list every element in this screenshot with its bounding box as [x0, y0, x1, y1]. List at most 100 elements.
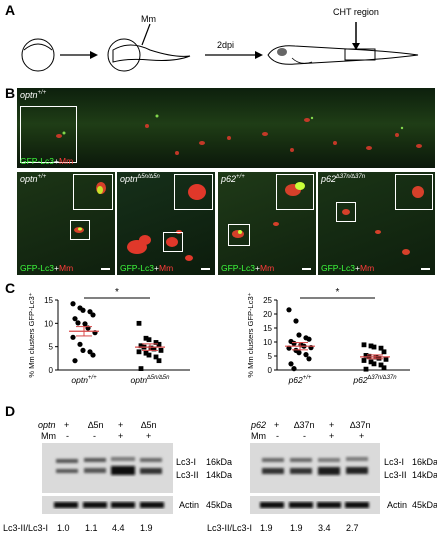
overview-stain-label: GFP-Lc3+Mm: [20, 156, 74, 166]
y-tick-label: 25: [263, 296, 272, 305]
optn-wt-inset-large: [73, 174, 113, 210]
mm-injection-label: Mm: [141, 14, 156, 24]
lc3ii-label: Lc3-II: [176, 470, 199, 480]
data-point-square: [368, 359, 374, 365]
lc3ii-label: Lc3-II: [384, 470, 407, 480]
larva-icon: [267, 22, 419, 65]
mm-sign: -: [93, 431, 96, 441]
p62-wt-signal: [232, 182, 305, 238]
p62-wt-inset-small: [228, 224, 250, 246]
data-point-circle: [90, 312, 96, 318]
optn-mut-signal: [127, 184, 206, 261]
p62-mut-signal: [342, 186, 424, 255]
panel-letter-b: B: [5, 85, 16, 101]
data-point-square: [378, 345, 384, 351]
p62-wt-inset-large: [276, 174, 314, 210]
actin-kda: 45kDa: [412, 500, 437, 510]
panel-a-schematic: [21, 22, 419, 72]
y-tick-label: 15: [44, 296, 53, 305]
data-point-square: [371, 344, 377, 350]
ratio-value: 1.1: [85, 523, 98, 533]
data-point-circle: [72, 358, 78, 364]
x-category-label: p62∆37n/∆37n: [352, 374, 397, 385]
lane-label: ∆5n: [141, 420, 157, 430]
lc3i-label: Lc3-I: [384, 457, 405, 467]
data-point-square: [136, 320, 142, 326]
lane-label: ∆5n: [88, 420, 104, 430]
data-point-circle: [70, 301, 76, 307]
data-point-circle: [90, 352, 96, 358]
data-point-square: [146, 337, 152, 343]
actin-kda: 45kDa: [206, 500, 233, 510]
scale-bar: [101, 268, 110, 270]
data-point-circle: [77, 341, 83, 347]
data-point-circle: [80, 307, 86, 313]
data-point-circle: [296, 332, 302, 338]
p62-wt-stain-label: GFP-Lc3+Mm: [221, 263, 275, 273]
injected-embryo-icon: [107, 23, 191, 72]
cht-region-label: CHT region: [333, 7, 379, 17]
micrograph-p62-wt: p62+/+ GFP-Lc3+Mm: [218, 172, 316, 275]
optn-mut-stain-label: GFP-Lc3+Mm: [120, 263, 174, 273]
data-point-square: [138, 343, 144, 349]
optn-wt-signal: [74, 182, 106, 233]
p62-mut-inset-large: [395, 174, 433, 210]
optn-wt-stain-label: GFP-Lc3+Mm: [20, 263, 74, 273]
data-point-square: [153, 354, 159, 360]
data-point-square: [136, 349, 142, 355]
y-tick-label: 5: [268, 352, 273, 361]
lc3ii-kda: 14kDa: [206, 470, 233, 480]
data-point-circle: [291, 366, 297, 372]
data-point-square: [371, 361, 377, 367]
actin-label: Actin: [387, 500, 408, 510]
scale-bar: [201, 268, 210, 270]
data-point-square: [368, 343, 374, 349]
y-tick-label: 20: [263, 310, 272, 319]
ratio-value: 2.7: [346, 523, 359, 533]
lane-label: +: [118, 420, 124, 430]
data-point-circle: [75, 320, 81, 326]
embryo-egg-icon: [21, 38, 55, 72]
y-tick-label: 10: [44, 319, 53, 328]
ratio-value: 1.0: [57, 523, 70, 533]
optn-mut-inset-large: [174, 174, 213, 210]
actin-bands-right: [260, 502, 369, 508]
lane-label: ∆37n: [350, 420, 371, 430]
data-point-square: [376, 355, 382, 361]
lc3-bands-left: [56, 457, 162, 475]
panel-letter-a: A: [5, 2, 16, 18]
data-point-circle: [286, 307, 292, 313]
lane-label: ∆37n: [294, 420, 315, 430]
data-point-square: [381, 349, 387, 355]
actin-label: Actin: [179, 500, 200, 510]
lc3i-kda: 16kDa: [412, 457, 437, 467]
data-point-circle: [291, 340, 297, 346]
ratio-value: 1.9: [260, 523, 273, 533]
optn-mut-label: optn∆5n/∆5n: [120, 174, 160, 184]
blot-lc3-p62: [250, 443, 380, 493]
p62-mut-inset-small: [336, 202, 356, 222]
data-point-square: [143, 335, 149, 341]
lane-label: +: [329, 420, 335, 430]
data-point-circle: [303, 352, 309, 358]
data-point-circle: [70, 334, 76, 340]
ratio-row-label: Lc3-II/Lc3-I: [207, 523, 253, 533]
lane-label: +: [274, 420, 280, 430]
mm-row-label: Mm: [41, 431, 56, 441]
micrograph-p62-mut: p62∆37n/∆37n GFP-Lc3+Mm: [318, 172, 435, 275]
blot-actin-optn: [42, 496, 173, 514]
p62-wt-label: p62+/+: [221, 174, 245, 184]
data-point-square: [143, 350, 149, 356]
data-point-square: [361, 358, 367, 363]
p62-mut-label: p62∆37n/∆37n: [321, 174, 366, 184]
data-point-square: [146, 352, 152, 358]
data-point-square: [156, 358, 162, 364]
mm-sign: +: [146, 431, 152, 441]
optn-wt-label: optn+/+: [20, 174, 47, 184]
mm-sign: -: [66, 431, 69, 441]
scatter-charts: 0 5 10 15 % Mm clusters GFP-Lc3⁺ optn+/+ optn∆…: [27, 287, 410, 385]
data-point-square: [151, 346, 157, 352]
data-point-circle: [82, 321, 88, 327]
micrograph-optn-mut: optn∆5n/∆5n GFP-Lc3+Mm: [117, 172, 215, 275]
overview-inset-box: [20, 106, 77, 163]
